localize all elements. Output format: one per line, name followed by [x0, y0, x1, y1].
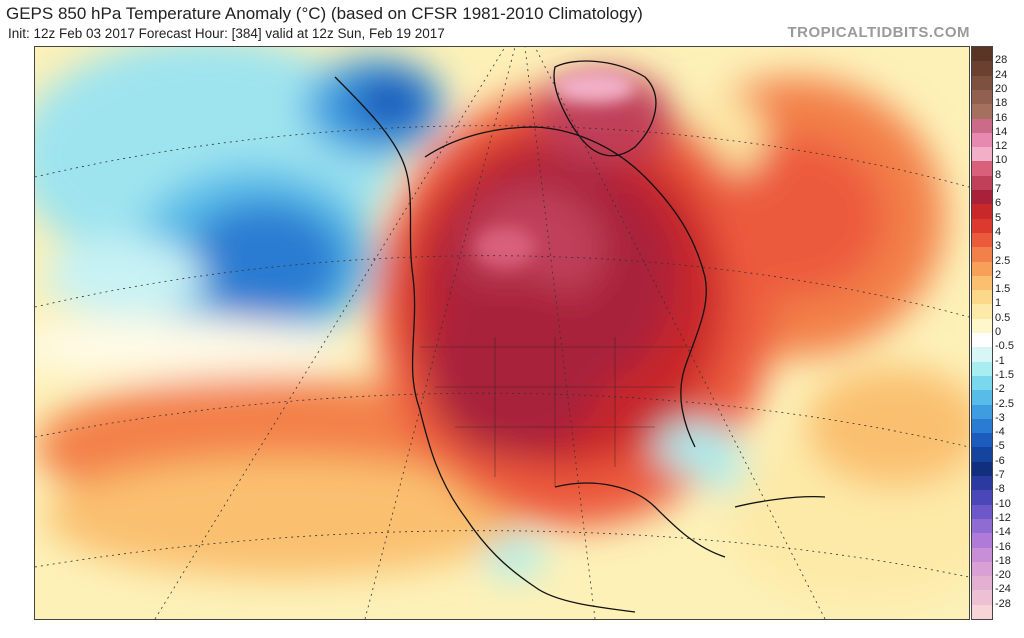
legend-label: -8	[995, 483, 1005, 496]
legend-swatch	[972, 275, 992, 291]
color-scale-labels: 28 24 20 18 16 14 12 10 8 7 6 5 4 3 2.5 2 1.5 1 0.5 0 -0.5 -1…	[995, 46, 1024, 618]
legend-swatch	[972, 89, 992, 105]
legend-swatch	[972, 147, 992, 162]
legend-label: 28	[995, 54, 1008, 67]
legend-swatch	[972, 404, 992, 420]
legend-swatch	[972, 261, 992, 277]
legend-label: -1	[995, 354, 1005, 367]
legend-swatch	[972, 347, 992, 363]
chart-title: GEPS 850 hPa Temperature Anomaly (°C) (b…	[6, 4, 643, 23]
legend-label: -4	[995, 426, 1005, 439]
legend-swatch	[972, 175, 992, 191]
legend-label: 4	[995, 225, 1002, 238]
legend-swatch	[972, 161, 992, 177]
legend-label: -1.5	[995, 368, 1014, 381]
legend-swatch	[972, 247, 992, 262]
legend-label: 20	[995, 82, 1008, 95]
legend-label: -20	[995, 569, 1011, 582]
legend-swatch	[972, 375, 992, 391]
map-canvas	[35, 47, 969, 619]
legend-swatch	[972, 604, 992, 620]
legend-label: -2.5	[995, 397, 1014, 410]
color-scale-bar	[971, 46, 993, 620]
legend-label: 6	[995, 197, 1002, 210]
legend-swatch	[972, 132, 992, 148]
run-info: Init: 12z Feb 03 2017 Forecast Hour: [38…	[8, 26, 445, 41]
legend-label: -28	[995, 597, 1011, 610]
legend-swatch	[972, 61, 992, 77]
legend-label: -5	[995, 440, 1005, 453]
legend-label: 12	[995, 140, 1008, 153]
legend-swatch	[972, 75, 992, 91]
legend-label: -18	[995, 554, 1011, 567]
legend-swatch	[972, 204, 992, 220]
legend-label: -2	[995, 383, 1005, 396]
legend-label: -3	[995, 411, 1005, 424]
legend-label: 1	[995, 297, 1002, 310]
legend-label: 10	[995, 154, 1008, 167]
legend-label: 1.5	[995, 283, 1011, 296]
legend-label: -0.5	[995, 340, 1014, 353]
legend-swatch	[972, 504, 992, 520]
legend-label: 18	[995, 97, 1008, 110]
legend-swatch	[972, 490, 992, 506]
legend-swatch	[972, 518, 992, 534]
legend-label: -14	[995, 526, 1011, 539]
legend-swatch	[972, 218, 992, 234]
legend-label: 8	[995, 168, 1002, 181]
legend-label: -6	[995, 454, 1005, 467]
legend-label: 24	[995, 68, 1008, 81]
legend-label: -16	[995, 540, 1011, 553]
legend-label: 7	[995, 183, 1002, 195]
legend-label: 3	[995, 240, 1002, 253]
legend-label: -10	[995, 497, 1011, 510]
legend-swatch	[972, 433, 992, 448]
legend-swatch	[972, 318, 992, 334]
legend-swatch	[972, 118, 992, 134]
legend-label: -12	[995, 511, 1011, 524]
legend-swatch	[972, 590, 992, 606]
political-boundaries	[420, 337, 695, 487]
legend-swatch	[972, 476, 992, 491]
legend-swatch	[972, 333, 992, 348]
legend-swatch	[972, 290, 992, 305]
legend-swatch	[972, 304, 992, 320]
legend-label: 2	[995, 268, 1002, 281]
legend-swatch	[972, 418, 992, 434]
legend-label: 2.5	[995, 254, 1011, 267]
legend-swatch	[972, 447, 992, 463]
legend-swatch	[972, 547, 992, 563]
legend-swatch	[972, 576, 992, 591]
legend-swatch	[972, 232, 992, 248]
legend-label: -7	[995, 469, 1005, 481]
site-watermark: TROPICALTIDBITS.COM	[787, 24, 970, 41]
legend-swatch	[972, 533, 992, 548]
legend-swatch	[972, 561, 992, 577]
legend-swatch	[972, 190, 992, 205]
legend-label: 0.5	[995, 311, 1011, 324]
anomaly-map	[34, 46, 970, 620]
legend-label: -24	[995, 583, 1011, 596]
coastlines	[334, 60, 826, 613]
legend-label: 16	[995, 111, 1008, 124]
legend-swatch	[972, 461, 992, 477]
legend-swatch-cap	[972, 47, 992, 62]
legend-swatch	[972, 361, 992, 377]
legend-swatch	[972, 104, 992, 119]
legend-label: 14	[995, 125, 1008, 138]
legend-label: 5	[995, 211, 1002, 224]
graticule	[35, 47, 969, 619]
legend-label: 0	[995, 326, 1002, 338]
legend-swatch	[972, 390, 992, 405]
